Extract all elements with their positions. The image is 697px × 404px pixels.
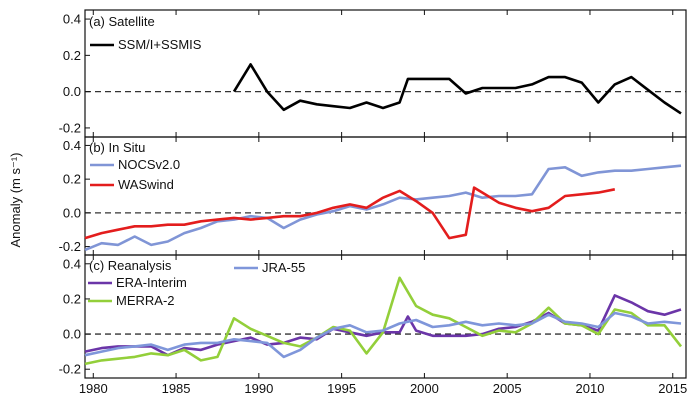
x-tick-label: 1990	[244, 381, 273, 396]
panel-frame	[84, 254, 687, 379]
legend-label: SSM/I+SSMIS	[118, 37, 202, 52]
y-tick-label: 0.4	[63, 12, 81, 27]
y-tick-label: -0.2	[59, 239, 81, 254]
x-tick-label: 2015	[658, 381, 687, 396]
panel-2: -0.2 0.0 0.2 0.4 (c) Reanalysis ERA-Interim ME…	[59, 254, 687, 379]
panels-group: -0.20.00.20.4 (a) SatelliteSSM/I+SSMIS-0.…	[59, 9, 687, 379]
y-tick-label: -0.2	[59, 362, 81, 377]
x-tick-label: 1985	[162, 381, 191, 396]
x-tick-label: 1980	[79, 381, 108, 396]
x-tick-label: 2000	[410, 381, 439, 396]
panel-1: -0.2 0.0 0.2 0.4 (b) In Situ NOCSv2.0 WASwind	[59, 136, 687, 256]
y-tick-label: 0.2	[63, 291, 81, 306]
series-line-nocsv2-0	[84, 164, 682, 252]
panel-title: (a) Satellite	[89, 14, 155, 29]
x-axis: 1980 1985 1990 1995 2000 2005 2010 2015	[79, 381, 687, 396]
panel-title: (b) In Situ	[89, 140, 145, 155]
series-line-merra-2	[84, 276, 683, 366]
legend-label: ERA-Interim	[116, 275, 187, 290]
y-axis-label: Anomaly (m s⁻¹)	[8, 153, 23, 248]
legend-label: WASwind	[118, 177, 174, 192]
panel-0: -0.2 0.0 0.2 0.4 (a) Satellite SSM/I+SSMIS	[59, 9, 687, 138]
series-line-ssm-i-ssmis	[232, 63, 682, 115]
y-tick-label: 0.0	[63, 205, 81, 220]
legend-label: JRA-55	[262, 260, 305, 275]
y-tick-label: 0.0	[63, 84, 81, 99]
series-line-jra-55	[84, 311, 682, 359]
series-line-waswind	[84, 186, 616, 240]
y-tick-label: -0.2	[59, 120, 81, 135]
y-tick-label: 0.4	[63, 256, 81, 271]
y-tick-label: 0.2	[63, 172, 81, 187]
x-tick-label: 2010	[576, 381, 605, 396]
y-tick-label: 0.0	[63, 327, 81, 342]
panel-title: (c) Reanalysis	[89, 258, 172, 273]
x-tick-label: 2005	[493, 381, 522, 396]
legend-label: NOCSv2.0	[118, 157, 180, 172]
legend-label: MERRA-2	[116, 293, 175, 308]
y-tick-label: 0.2	[63, 48, 81, 63]
x-tick-label: 1995	[327, 381, 356, 396]
y-tick-label: 0.4	[63, 138, 81, 153]
panel-frame	[84, 9, 687, 138]
